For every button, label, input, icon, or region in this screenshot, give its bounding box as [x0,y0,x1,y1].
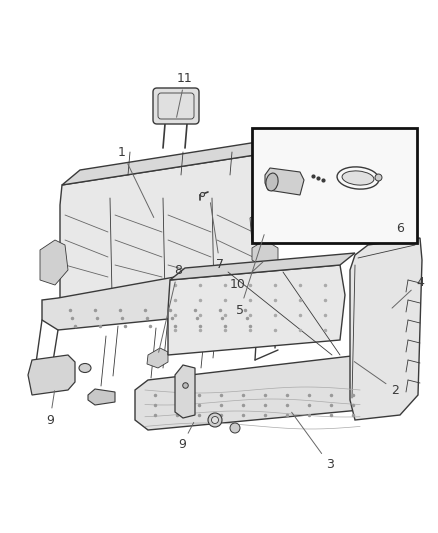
Polygon shape [350,238,422,420]
Ellipse shape [208,413,222,427]
Polygon shape [40,240,68,285]
Polygon shape [170,253,355,280]
Text: 4: 4 [392,276,424,308]
Text: 11: 11 [177,71,193,117]
Text: 9: 9 [178,423,194,451]
Polygon shape [265,168,304,195]
Polygon shape [168,265,345,355]
Polygon shape [175,365,195,418]
Polygon shape [28,355,75,395]
Polygon shape [135,355,372,430]
FancyBboxPatch shape [252,128,417,243]
Text: 10: 10 [230,262,263,292]
Text: 8: 8 [159,263,182,352]
Polygon shape [252,210,272,232]
Text: 3: 3 [292,412,334,472]
Polygon shape [62,140,270,185]
Text: 5: 5 [236,235,264,317]
Ellipse shape [212,416,219,424]
Polygon shape [252,240,278,268]
Ellipse shape [342,171,374,185]
Text: 2: 2 [354,361,399,397]
Text: 6: 6 [396,222,404,235]
Text: 7: 7 [210,203,224,271]
Polygon shape [147,348,168,368]
Text: 1: 1 [118,146,154,217]
FancyBboxPatch shape [153,88,199,124]
Text: 9: 9 [46,391,55,426]
Polygon shape [60,155,260,300]
Ellipse shape [230,423,240,433]
Ellipse shape [266,173,278,191]
Polygon shape [42,262,278,330]
Ellipse shape [79,364,91,373]
Polygon shape [88,389,115,405]
Polygon shape [250,208,278,248]
